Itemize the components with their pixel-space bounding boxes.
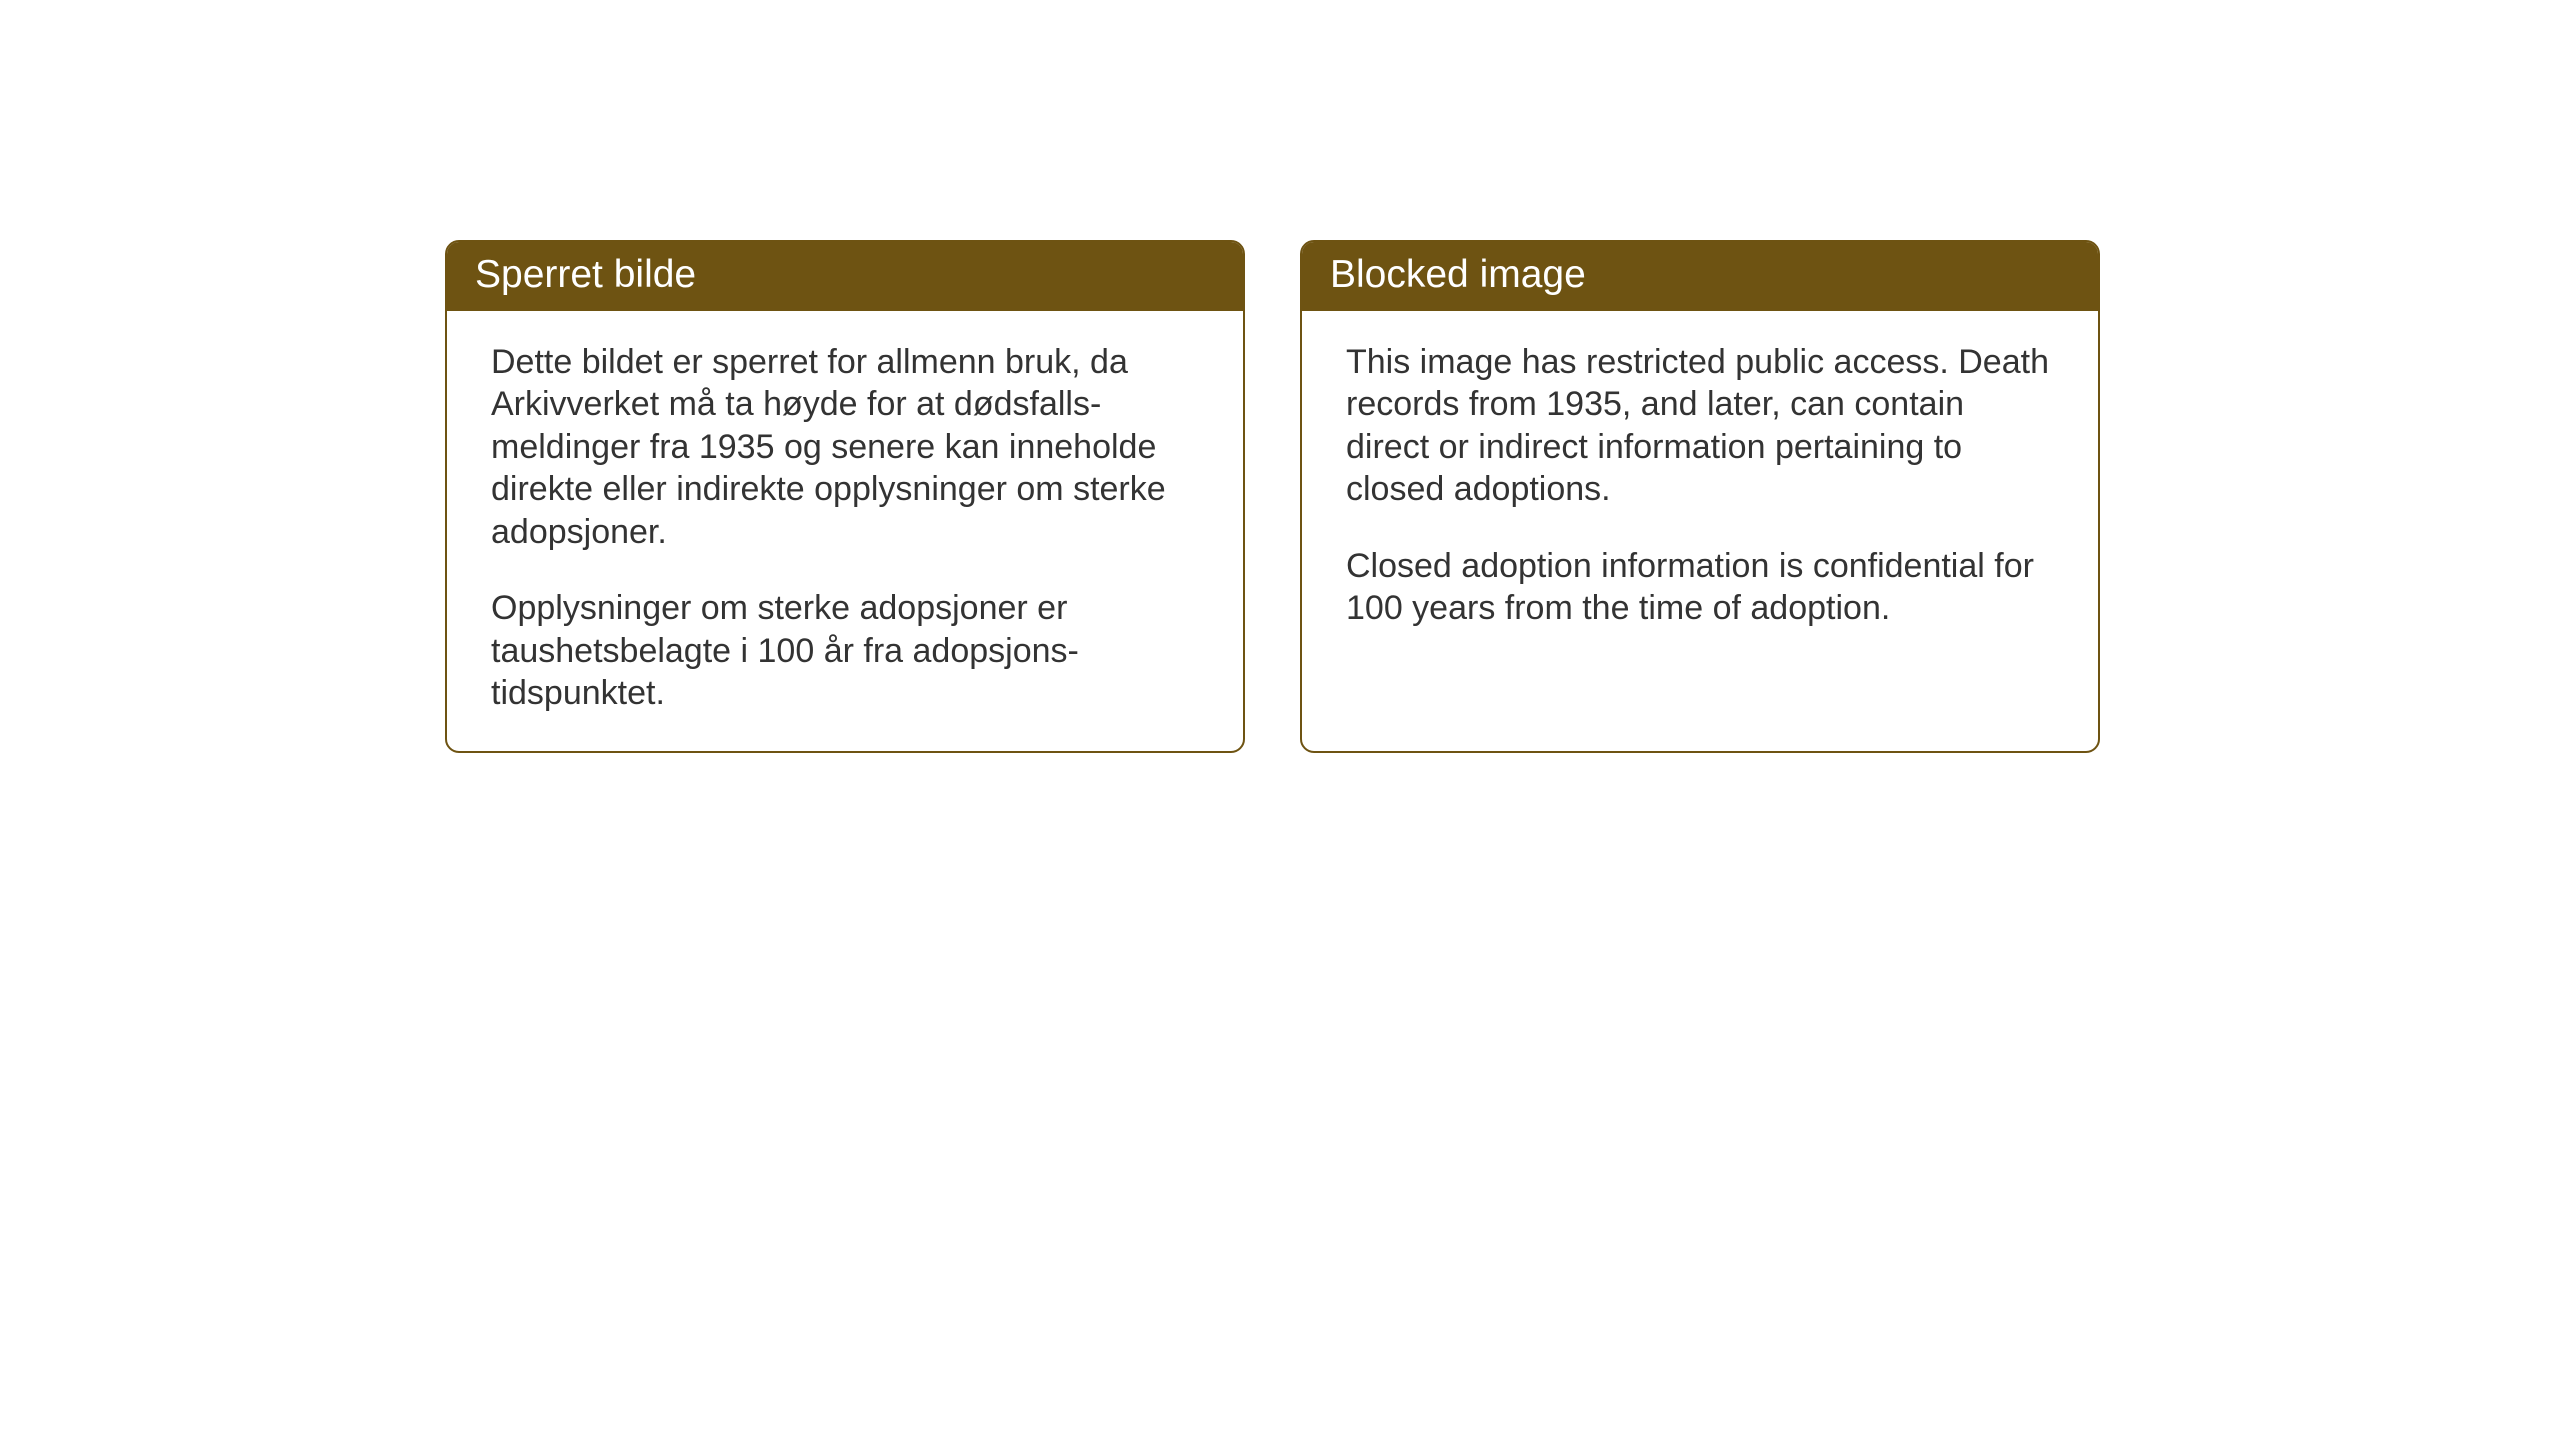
card-body-english: This image has restricted public access.… [1302,311,2098,751]
card-body-norwegian: Dette bildet er sperret for allmenn bruk… [447,311,1243,751]
card-paragraph: Closed adoption information is confident… [1346,545,2054,630]
card-title-norwegian: Sperret bilde [475,253,696,296]
card-paragraph: Opplysninger om sterke adopsjoner er tau… [491,587,1199,715]
card-title-english: Blocked image [1330,253,1586,296]
card-paragraph: This image has restricted public access.… [1346,341,2054,511]
notice-cards-container: Sperret bilde Dette bildet er sperret fo… [445,240,2100,753]
card-header-english: Blocked image [1302,242,2098,311]
notice-card-norwegian: Sperret bilde Dette bildet er sperret fo… [445,240,1245,753]
card-paragraph: Dette bildet er sperret for allmenn bruk… [491,341,1199,554]
card-header-norwegian: Sperret bilde [447,242,1243,311]
notice-card-english: Blocked image This image has restricted … [1300,240,2100,753]
